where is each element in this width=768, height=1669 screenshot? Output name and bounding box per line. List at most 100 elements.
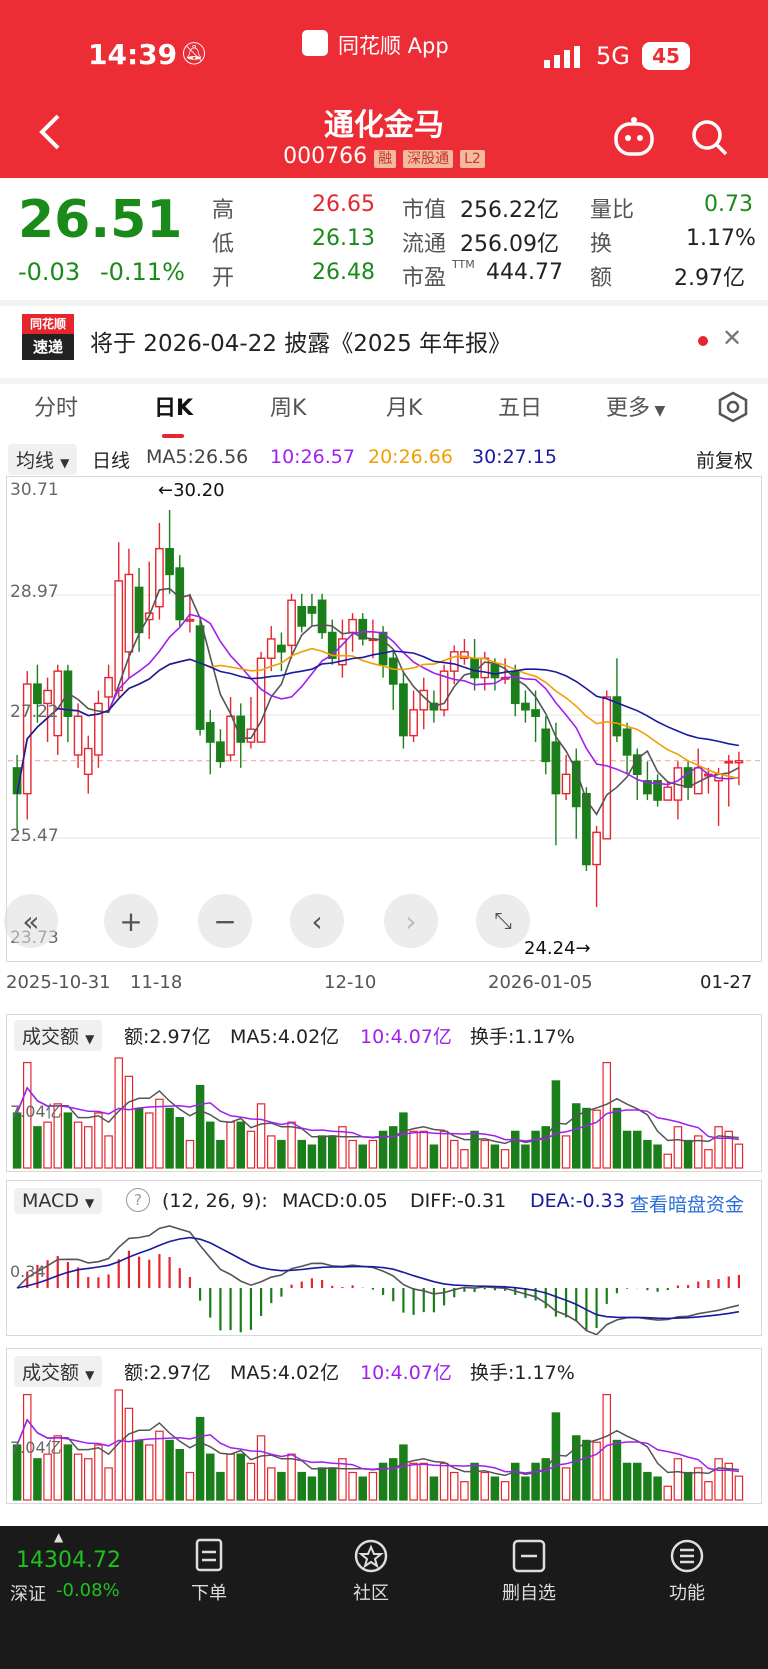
dea-value: DEA:-0.33 (530, 1190, 625, 1212)
date-tick-3: 12-10 (324, 972, 377, 993)
volume-y-tick-1: 7.04亿 (10, 1102, 62, 1121)
last-price: 26.51 (18, 190, 183, 250)
volume-select-2[interactable]: 成交额 ▼ (14, 1356, 103, 1387)
volume-ma10-2: 10:4.07亿 (360, 1362, 452, 1384)
open-value: 26.48 (312, 260, 375, 285)
tab-intraday[interactable]: 分时 (34, 396, 79, 421)
macd-params: (12, 26, 9): (162, 1190, 268, 1212)
notice-logo-top: 同花顺 (22, 314, 74, 334)
nav-remove-watchlist-label: 删自选 (502, 1583, 556, 1604)
tag-margin: 融 (374, 150, 397, 168)
zoom-reset-button[interactable]: « (4, 894, 58, 948)
menu-circle-icon (670, 1539, 704, 1573)
ma5-value: MA5:26.56 (146, 446, 249, 468)
help-icon[interactable]: ? (126, 1188, 150, 1212)
min-price-label: 24.24→ (524, 938, 591, 959)
volume-panel-1 (6, 1014, 762, 1172)
robot-icon[interactable] (612, 116, 656, 160)
scroll-right-button[interactable]: › (384, 894, 438, 948)
macd-legend: MACD ▼ ? (12, 26, 9): MACD:0.05 DIFF:-0.… (12, 1188, 762, 1218)
period-tabs: 分时 日K 周K 月K 五日 更多 ▼ (0, 378, 768, 440)
close-icon[interactable]: ✕ (722, 324, 743, 352)
ma20-value: 20:26.66 (368, 446, 453, 468)
index-change: -0.08% (56, 1580, 120, 1601)
chevron-left-icon: ‹ (311, 904, 323, 938)
turnover-value: 1.17% (686, 226, 756, 251)
tag-l2: L2 (460, 150, 485, 168)
adjust-mode[interactable]: 前复权 (696, 450, 754, 472)
volume-amount-1: 额:2.97亿 (124, 1026, 211, 1048)
volume-select-1[interactable]: 成交额 ▼ (14, 1020, 103, 1051)
mute-icon: 🔕︎ (180, 42, 208, 67)
settings-hex-icon[interactable] (716, 390, 750, 424)
unread-dot (698, 336, 708, 346)
nav-functions[interactable]: 功能 (642, 1538, 732, 1605)
indicator-select[interactable]: 均线 ▼ (8, 444, 78, 475)
back-icon[interactable] (36, 112, 66, 152)
indicator-select-label: 均线 (16, 450, 55, 472)
volratio-value: 0.73 (704, 192, 753, 217)
notice-logo-bottom: 速递 (22, 334, 74, 360)
volume-turnover-2: 换手:1.17% (470, 1362, 575, 1384)
turnover-label: 换 (590, 232, 613, 257)
volume-ma5-1: MA5:4.02亿 (230, 1026, 340, 1048)
volume-panel-2 (6, 1348, 762, 1504)
volume-y-tick-2: 7.04亿 (10, 1438, 62, 1457)
fullscreen-button[interactable]: ⤡ (476, 894, 530, 948)
minus-icon: − (213, 904, 237, 938)
index-value[interactable]: 14304.72 (16, 1548, 121, 1573)
high-label: 高 (212, 198, 235, 223)
date-tick-1: 2025-10-31 (6, 972, 111, 993)
float-value: 256.09亿 (460, 232, 559, 257)
volume-ma10-1: 10:4.07亿 (360, 1026, 452, 1048)
nav-remove-watchlist[interactable]: 删自选 (484, 1538, 574, 1605)
volume-turnover-1: 换手:1.17% (470, 1026, 575, 1048)
battery-indicator: 45 (642, 42, 690, 70)
date-tick-4: 2026-01-05 (488, 972, 593, 993)
tab-daily-k[interactable]: 日K (154, 396, 194, 421)
macd-value: MACD:0.05 (282, 1190, 388, 1212)
pe-value: 444.77 (486, 260, 563, 285)
volume-legend-1: 成交额 ▼ 额:2.97亿 MA5:4.02亿 10:4.07亿 换手:1.17… (12, 1020, 762, 1051)
mktcap-label: 市值 (402, 198, 447, 223)
volume-legend-2: 成交额 ▼ 额:2.97亿 MA5:4.02亿 10:4.07亿 换手:1.17… (12, 1356, 762, 1387)
notice-text: 将于 2026-04-22 披露《2025 年年报》 (90, 331, 512, 357)
nav-community-label: 社区 (353, 1583, 389, 1604)
tab-more-label: 更多 (606, 396, 651, 421)
dark-pool-link[interactable]: 查看暗盘资金 (630, 1194, 745, 1216)
plus-icon: + (119, 904, 143, 938)
tab-five-day[interactable]: 五日 (498, 396, 543, 421)
price-change: -0.03 (18, 258, 81, 286)
y-tick-3: 27.22 (10, 702, 59, 722)
amount-value: 2.97亿 (674, 266, 745, 291)
community-star-icon (354, 1539, 388, 1573)
notice-bar[interactable]: 同花顺 速递 将于 2026-04-22 披露《2025 年年报》 ✕ (0, 300, 768, 384)
low-label: 低 (212, 232, 235, 257)
nav-community[interactable]: 社区 (326, 1538, 416, 1605)
nav-order[interactable]: 下单 (164, 1538, 254, 1605)
volume-ma5-2: MA5:4.02亿 (230, 1362, 340, 1384)
stock-code-row: 000766 融 深股通 L2 (0, 144, 768, 169)
tab-more[interactable]: 更多 ▼ (606, 390, 665, 422)
app-header: 14:39 🔕︎ 同花顺 App 5G 45 通化金马 000766 融 深股通… (0, 0, 768, 178)
search-icon[interactable] (690, 118, 730, 158)
scroll-left-button[interactable]: ‹ (290, 894, 344, 948)
tab-monthly-k[interactable]: 月K (386, 396, 423, 421)
index-name: 深证 (10, 1584, 46, 1605)
tag-connect: 深股通 (403, 150, 454, 168)
tab-weekly-k[interactable]: 周K (270, 396, 307, 421)
stock-code: 000766 (283, 144, 368, 169)
chevron-down-icon: ▼ (85, 1368, 95, 1382)
zoom-in-button[interactable]: + (104, 894, 158, 948)
macd-select-label: MACD (22, 1190, 79, 1212)
order-doc-icon (195, 1538, 223, 1572)
macd-y-tick: 0.34 (10, 1262, 46, 1281)
volume-amount-2: 额:2.97亿 (124, 1362, 211, 1384)
zoom-out-button[interactable]: − (198, 894, 252, 948)
notice-logo: 同花顺 速递 (22, 314, 74, 364)
mktcap-value: 256.22亿 (460, 198, 559, 223)
status-time: 14:39 (88, 38, 178, 71)
amount-label: 额 (590, 266, 613, 291)
app-name: 同花顺 App (338, 34, 449, 58)
macd-select[interactable]: MACD ▼ (14, 1188, 103, 1214)
